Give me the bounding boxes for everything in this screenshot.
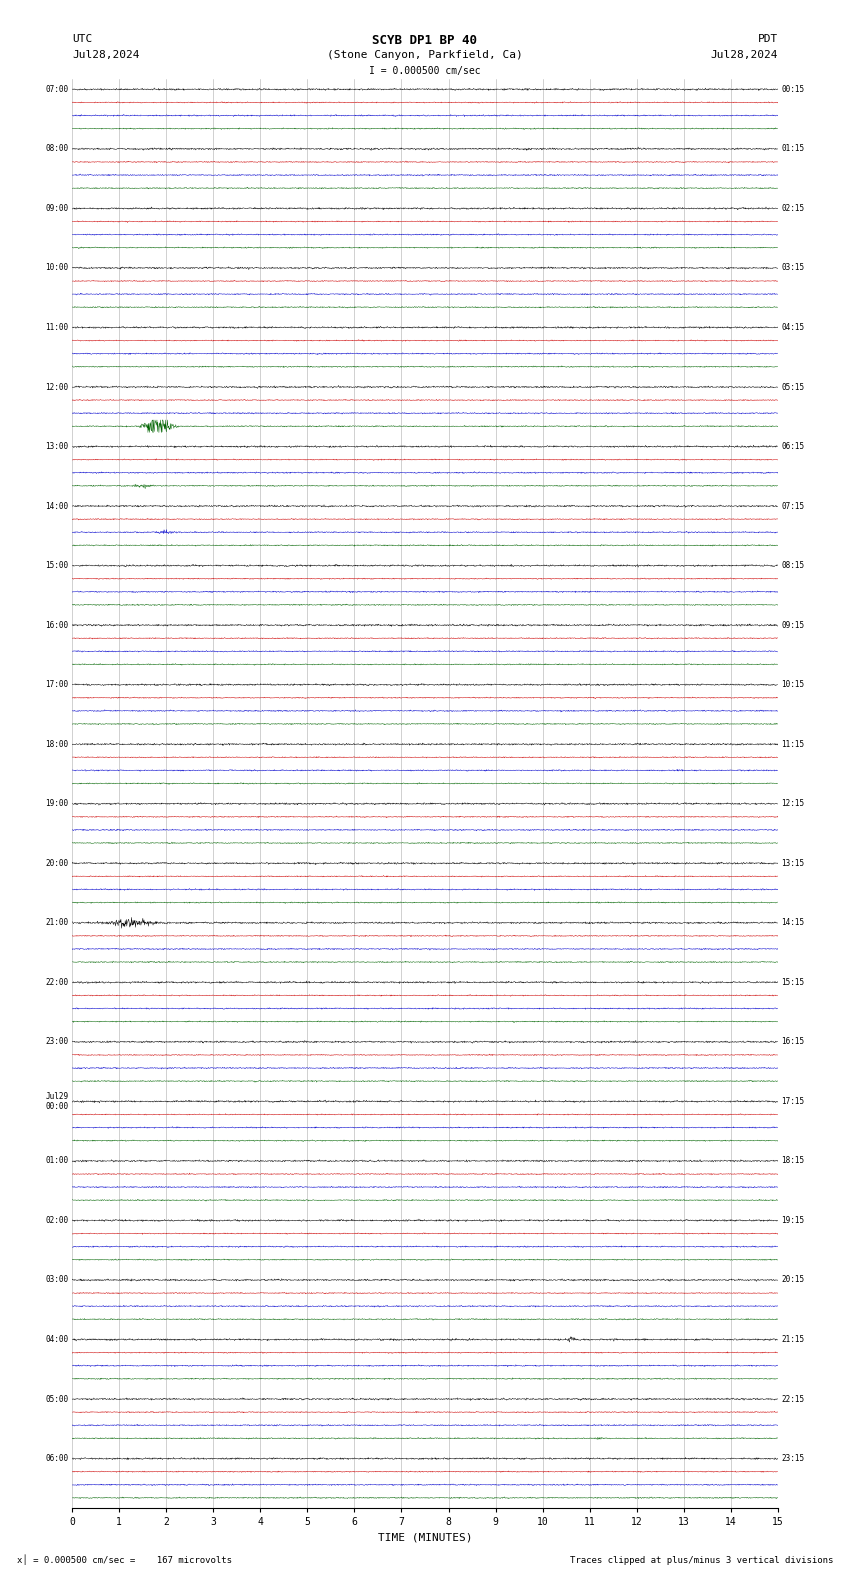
- Text: 19:15: 19:15: [781, 1217, 805, 1224]
- Text: 11:15: 11:15: [781, 740, 805, 749]
- Text: Traces clipped at plus/minus 3 vertical divisions: Traces clipped at plus/minus 3 vertical …: [570, 1555, 833, 1565]
- Text: 09:00: 09:00: [45, 204, 69, 212]
- Text: 12:15: 12:15: [781, 800, 805, 808]
- Text: 12:00: 12:00: [45, 382, 69, 391]
- Text: 03:00: 03:00: [45, 1275, 69, 1285]
- Text: 20:00: 20:00: [45, 859, 69, 868]
- Text: 21:15: 21:15: [781, 1335, 805, 1343]
- Text: 22:15: 22:15: [781, 1394, 805, 1403]
- Text: 11:00: 11:00: [45, 323, 69, 333]
- Text: 02:00: 02:00: [45, 1217, 69, 1224]
- Text: Jul28,2024: Jul28,2024: [711, 49, 778, 60]
- Text: 14:15: 14:15: [781, 919, 805, 927]
- Text: 21:00: 21:00: [45, 919, 69, 927]
- Text: 05:00: 05:00: [45, 1394, 69, 1403]
- Text: 16:00: 16:00: [45, 621, 69, 629]
- Text: x│ = 0.000500 cm/sec =    167 microvolts: x│ = 0.000500 cm/sec = 167 microvolts: [17, 1554, 232, 1565]
- Text: UTC: UTC: [72, 33, 93, 44]
- Text: 15:15: 15:15: [781, 977, 805, 987]
- Text: 07:00: 07:00: [45, 86, 69, 93]
- X-axis label: TIME (MINUTES): TIME (MINUTES): [377, 1533, 473, 1543]
- Text: 17:15: 17:15: [781, 1096, 805, 1106]
- Text: I = 0.000500 cm/sec: I = 0.000500 cm/sec: [369, 65, 481, 76]
- Text: 03:15: 03:15: [781, 263, 805, 272]
- Text: 09:15: 09:15: [781, 621, 805, 629]
- Text: 13:15: 13:15: [781, 859, 805, 868]
- Text: 23:00: 23:00: [45, 1038, 69, 1047]
- Text: (Stone Canyon, Parkfield, Ca): (Stone Canyon, Parkfield, Ca): [327, 49, 523, 60]
- Text: 06:00: 06:00: [45, 1454, 69, 1464]
- Text: 00:15: 00:15: [781, 86, 805, 93]
- Text: 22:00: 22:00: [45, 977, 69, 987]
- Text: 06:15: 06:15: [781, 442, 805, 451]
- Text: 04:00: 04:00: [45, 1335, 69, 1343]
- Text: 07:15: 07:15: [781, 502, 805, 510]
- Text: 08:00: 08:00: [45, 144, 69, 154]
- Text: 05:15: 05:15: [781, 382, 805, 391]
- Text: 15:00: 15:00: [45, 561, 69, 570]
- Text: 13:00: 13:00: [45, 442, 69, 451]
- Text: 01:15: 01:15: [781, 144, 805, 154]
- Text: 08:15: 08:15: [781, 561, 805, 570]
- Text: 14:00: 14:00: [45, 502, 69, 510]
- Text: SCYB DP1 BP 40: SCYB DP1 BP 40: [372, 33, 478, 48]
- Text: 18:15: 18:15: [781, 1156, 805, 1166]
- Text: 01:00: 01:00: [45, 1156, 69, 1166]
- Text: Jul28,2024: Jul28,2024: [72, 49, 139, 60]
- Text: 02:15: 02:15: [781, 204, 805, 212]
- Text: 18:00: 18:00: [45, 740, 69, 749]
- Text: 04:15: 04:15: [781, 323, 805, 333]
- Text: Jul29
00:00: Jul29 00:00: [45, 1091, 69, 1110]
- Text: 10:00: 10:00: [45, 263, 69, 272]
- Text: 17:00: 17:00: [45, 680, 69, 689]
- Text: 20:15: 20:15: [781, 1275, 805, 1285]
- Text: 10:15: 10:15: [781, 680, 805, 689]
- Text: 23:15: 23:15: [781, 1454, 805, 1464]
- Text: 19:00: 19:00: [45, 800, 69, 808]
- Text: 16:15: 16:15: [781, 1038, 805, 1047]
- Text: PDT: PDT: [757, 33, 778, 44]
